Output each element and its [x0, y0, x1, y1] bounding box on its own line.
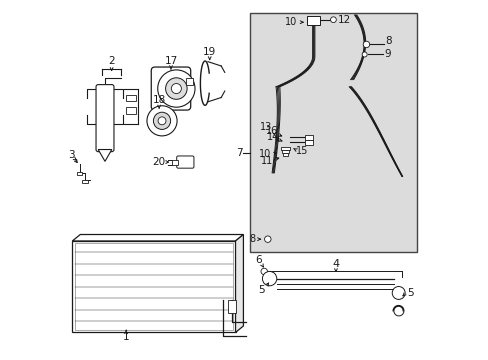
Text: 8: 8 — [385, 36, 391, 46]
Text: 8: 8 — [249, 234, 255, 244]
Circle shape — [147, 106, 177, 136]
Text: 3: 3 — [68, 150, 75, 160]
Bar — [185, 78, 193, 85]
Polygon shape — [235, 234, 243, 332]
Text: 17: 17 — [164, 56, 177, 66]
FancyBboxPatch shape — [151, 67, 190, 110]
Circle shape — [158, 117, 165, 125]
Circle shape — [363, 41, 369, 48]
Text: 14: 14 — [266, 132, 279, 142]
Text: 15: 15 — [295, 145, 307, 156]
Bar — [249, 13, 416, 252]
Circle shape — [264, 236, 270, 242]
Text: 4: 4 — [332, 258, 339, 269]
Text: 16: 16 — [265, 126, 277, 136]
Bar — [125, 107, 136, 114]
Bar — [306, 16, 320, 25]
Bar — [305, 135, 312, 140]
Text: 11: 11 — [261, 156, 273, 166]
Text: 10: 10 — [258, 149, 270, 159]
Polygon shape — [72, 234, 243, 241]
Text: 13: 13 — [259, 122, 271, 132]
Polygon shape — [98, 149, 112, 161]
Bar — [77, 172, 82, 175]
Circle shape — [158, 70, 195, 107]
Text: 2: 2 — [108, 56, 115, 66]
Bar — [72, 241, 235, 332]
Bar — [82, 180, 88, 183]
Bar — [281, 150, 288, 153]
Text: 9: 9 — [384, 49, 390, 59]
Text: 5: 5 — [258, 285, 264, 295]
Circle shape — [165, 78, 187, 99]
Text: 19: 19 — [203, 47, 216, 57]
Bar — [282, 153, 287, 156]
Text: 12: 12 — [337, 15, 350, 25]
Circle shape — [153, 112, 170, 130]
Circle shape — [391, 287, 405, 300]
Bar — [305, 140, 312, 145]
Bar — [227, 300, 235, 313]
Circle shape — [262, 271, 276, 286]
Circle shape — [261, 268, 267, 275]
Circle shape — [330, 17, 336, 23]
Bar — [281, 147, 289, 150]
Text: 18: 18 — [152, 95, 165, 105]
FancyBboxPatch shape — [96, 85, 114, 152]
Bar — [172, 159, 178, 165]
Text: 10: 10 — [285, 17, 297, 27]
Circle shape — [362, 52, 366, 57]
Text: 1: 1 — [122, 332, 129, 342]
Text: 5: 5 — [406, 288, 413, 298]
FancyBboxPatch shape — [176, 156, 194, 168]
Bar — [75, 243, 232, 330]
Text: 20: 20 — [152, 157, 164, 167]
Text: 7: 7 — [236, 148, 243, 158]
Text: 6: 6 — [255, 255, 262, 265]
Bar — [125, 95, 136, 101]
Circle shape — [171, 84, 181, 94]
